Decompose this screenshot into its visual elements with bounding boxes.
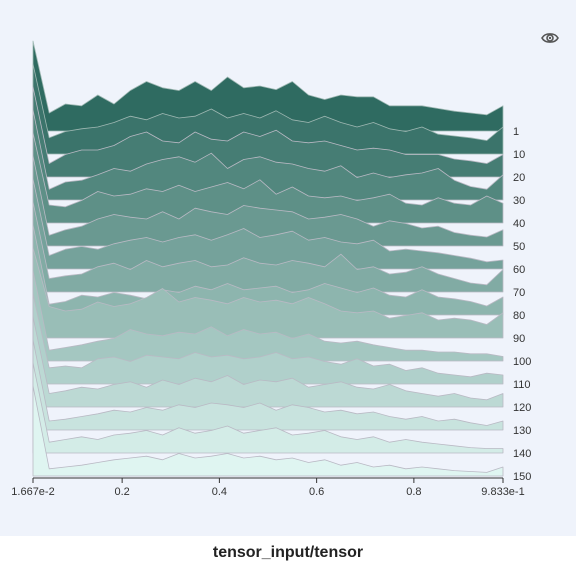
ridge-20 [32, 86, 504, 178]
x-tick-label: 0.2 [114, 486, 129, 498]
series-label-90: 90 [513, 333, 525, 345]
eye-icon[interactable] [540, 30, 560, 46]
x-tick-label: 1.667e-2 [11, 486, 54, 498]
ridge-80 [32, 224, 504, 316]
ridge-1 [32, 40, 504, 132]
series-label-130: 130 [513, 425, 531, 437]
ridge-40 [32, 132, 504, 224]
x-axis: 1.667e-2 0.2 0.4 0.6 0.8 9.833e-1 [11, 477, 525, 498]
ridge-120 [32, 316, 504, 408]
chart-panel: 1 10 20 30 40 50 60 70 80 90 100 110 120 130 140 150 1.… [0, 0, 576, 536]
series-label-100: 100 [513, 356, 531, 368]
x-tick-label: 0.4 [212, 486, 227, 498]
ridge-140 [32, 362, 504, 454]
series-label-30: 30 [513, 195, 525, 207]
ridge-110 [32, 293, 504, 385]
series-label-80: 80 [513, 310, 525, 322]
series-label-150: 150 [513, 471, 531, 483]
series-label-1: 1 [513, 126, 519, 138]
ridge-90 [32, 247, 504, 339]
chart-title: tensor_input/tensor [212, 544, 364, 561]
ridge-150 [32, 385, 504, 477]
ridge-60 [32, 178, 504, 270]
ridge-series-group [32, 40, 504, 477]
x-tick-label: 0.6 [309, 486, 324, 498]
ridge-30 [32, 109, 504, 201]
series-label-140: 140 [513, 448, 531, 460]
x-tick-label: 9.833e-1 [481, 486, 524, 498]
series-label-120: 120 [513, 402, 531, 414]
ridge-50 [32, 155, 504, 247]
series-label-50: 50 [513, 241, 525, 253]
series-label-70: 70 [513, 287, 525, 299]
ridge-100 [32, 270, 504, 362]
series-label-60: 60 [513, 264, 525, 276]
ridge-10 [32, 63, 504, 155]
ridge-70 [32, 201, 504, 293]
x-tick-label: 0.8 [406, 486, 421, 498]
ridge-130 [32, 339, 504, 431]
series-label-40: 40 [513, 218, 525, 230]
series-label-10: 10 [513, 149, 525, 161]
series-label-110: 110 [513, 379, 531, 391]
series-label-20: 20 [513, 172, 525, 184]
